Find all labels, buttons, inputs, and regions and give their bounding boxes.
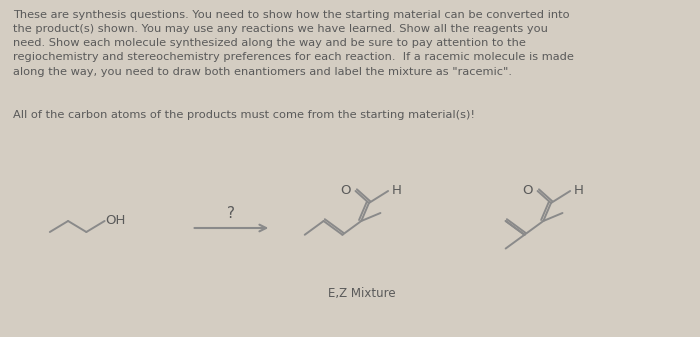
Text: H: H xyxy=(574,184,584,196)
Text: All of the carbon atoms of the products must come from the starting material(s)!: All of the carbon atoms of the products … xyxy=(13,110,475,120)
Text: These are synthesis questions. You need to show how the starting material can be: These are synthesis questions. You need … xyxy=(13,10,574,76)
Text: O: O xyxy=(340,184,351,196)
Text: E,Z Mixture: E,Z Mixture xyxy=(328,287,396,300)
Text: H: H xyxy=(392,184,402,196)
Text: OH: OH xyxy=(106,214,126,226)
Text: O: O xyxy=(522,184,533,196)
Text: ?: ? xyxy=(228,207,235,221)
